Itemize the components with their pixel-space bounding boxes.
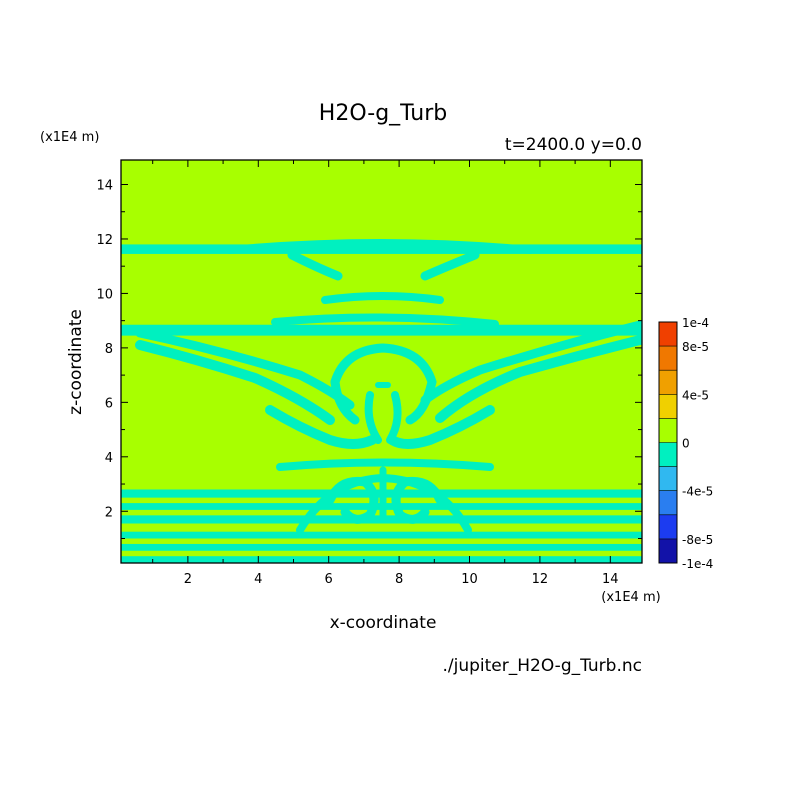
colorbar-swatch [659, 514, 677, 539]
x-tick-label: 2 [184, 572, 192, 587]
colorbar-label: -1e-4 [682, 557, 713, 571]
colorbar: 1e-4 8e-5 4e-5 0 -4e-5 -8e-5 -1e-4 [658, 316, 713, 571]
y-tick-label: 8 [105, 342, 113, 357]
x-tick-label: 14 [602, 572, 619, 587]
negative-band [121, 543, 642, 551]
x-ticks: 2 4 6 8 10 12 14 [152, 160, 619, 587]
colorbar-swatch [659, 346, 677, 371]
y-tick-label: 2 [105, 505, 113, 520]
colorbar-label: -8e-5 [682, 533, 713, 547]
colorbar-swatch [659, 322, 677, 347]
feature-center-stem-left [364, 391, 382, 444]
colorbar-swatch [659, 418, 677, 443]
negative-features [135, 239, 642, 534]
feature-right-wing-upper [420, 320, 642, 405]
feature-center-dome [330, 343, 437, 425]
feature-center-dome-left [330, 377, 360, 425]
colorbar-swatch [659, 490, 677, 515]
colorbar-swatch [659, 370, 677, 395]
x-units-label: (x1E4 m) [601, 590, 660, 605]
feature-right-wing-lower [435, 335, 642, 423]
colorbar-swatch [659, 538, 677, 563]
x-tick-label: 10 [461, 572, 478, 587]
plot-frame [120, 159, 643, 564]
negative-band [121, 556, 642, 563]
feature-top-arc [226, 239, 534, 254]
feature-upper-right-arc [420, 250, 480, 281]
colorbar-label: 1e-4 [682, 316, 709, 330]
colorbar-swatch [659, 466, 677, 491]
feature-center-stem-right [386, 391, 402, 444]
feature-upper-left-arc [287, 250, 343, 281]
feature-lower-band [276, 458, 494, 471]
feature-lens-lower [271, 313, 499, 328]
feature-left-wing-lower [135, 340, 335, 425]
x-tick-label: 6 [325, 572, 333, 587]
chart-subtitle: t=2400.0 y=0.0 [505, 135, 642, 155]
y-tick-label: 12 [96, 233, 113, 248]
y-ticks: 2 4 6 8 10 12 14 [96, 179, 642, 539]
y-tick-label: 6 [105, 396, 113, 411]
x-tick-label: 8 [395, 572, 403, 587]
colorbar-swatch [659, 442, 677, 467]
feature-left-wing-bottom [265, 405, 377, 449]
chart-title: H2O-g_Turb [319, 101, 447, 126]
negative-band [121, 324, 642, 336]
source-file-label: ./jupiter_H2O-g_Turb.nc [442, 656, 642, 676]
feature-lens-upper [321, 292, 444, 304]
feature-right-wing-bottom [387, 405, 495, 449]
x-tick-label: 12 [532, 572, 549, 587]
y-tick-label: 10 [96, 287, 113, 302]
x-axis-label: x-coordinate [330, 613, 437, 633]
y-units-label: (x1E4 m) [40, 130, 99, 145]
colorbar-label: -4e-5 [682, 485, 713, 499]
negative-band [121, 531, 642, 539]
colorbar-label: 8e-5 [682, 340, 709, 354]
x-tick-label: 4 [254, 572, 262, 587]
negative-band [121, 244, 642, 254]
y-tick-label: 4 [105, 451, 113, 466]
colorbar-label: 0 [682, 437, 690, 451]
y-axis-label: z-coordinate [66, 309, 86, 415]
y-tick-label: 14 [96, 179, 113, 194]
colorbar-swatch [659, 394, 677, 419]
feature-lower-arch [296, 473, 472, 534]
colorbar-label: 4e-5 [682, 388, 709, 402]
plot-area [121, 160, 642, 563]
